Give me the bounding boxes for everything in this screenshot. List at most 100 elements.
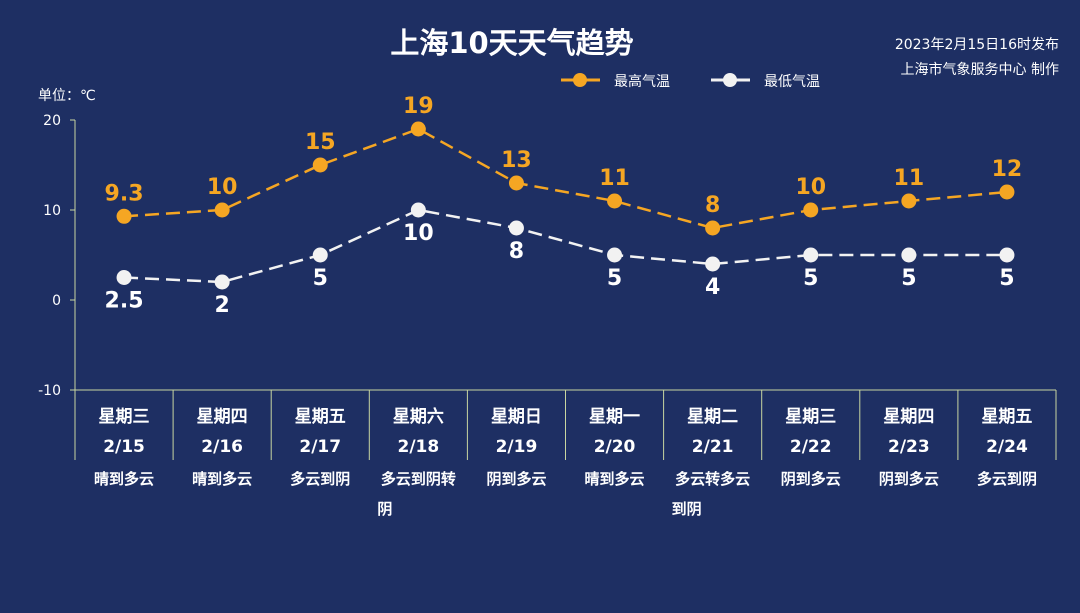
weather-text: 晴到多云 xyxy=(192,470,252,488)
data-point-high xyxy=(607,193,623,209)
weather-text: 阴到多云 xyxy=(879,470,939,488)
weekday-label: 星期一 xyxy=(589,407,640,427)
data-point-high xyxy=(901,193,917,209)
day-column: 星期三 2/22 阴到多云 xyxy=(781,407,841,488)
y-tick-label: 10 xyxy=(43,203,61,219)
day-column: 星期四 2/23 阴到多云 xyxy=(879,407,939,488)
date-label: 2/15 xyxy=(103,437,145,457)
series-low: 2.5 2 5 10 8 5 4 5 5 5 xyxy=(105,202,1015,318)
data-point-low xyxy=(214,274,230,290)
series-layer: 9.3 10 15 19 13 11 8 10 11 12 2.5 2 5 10 8 5 4 5 5 5 xyxy=(105,94,1023,318)
data-point-low xyxy=(410,202,426,218)
date-label: 2/18 xyxy=(397,437,439,457)
data-point-low xyxy=(803,247,819,263)
date-label: 2/16 xyxy=(201,437,243,457)
data-point-low xyxy=(607,247,623,263)
weather-text: 阴 xyxy=(377,500,392,518)
data-label-high: 11 xyxy=(894,166,925,191)
date-label: 2/17 xyxy=(299,437,341,457)
y-tick-label: 0 xyxy=(52,293,61,309)
data-label-high: 8 xyxy=(705,193,720,218)
legend-item-high: 最高气温 xyxy=(561,73,670,90)
data-point-high xyxy=(410,121,426,137)
data-label-low: 2.5 xyxy=(105,289,144,314)
data-point-high xyxy=(705,220,721,236)
data-label-low: 5 xyxy=(999,266,1014,291)
date-label: 2/20 xyxy=(594,437,636,457)
weekday-label: 星期四 xyxy=(883,407,934,427)
weather-text: 阴到多云 xyxy=(486,470,546,488)
date-label: 2/21 xyxy=(692,437,734,457)
data-label-high: 10 xyxy=(795,175,826,200)
series-high: 9.3 10 15 19 13 11 8 10 11 12 xyxy=(105,94,1023,236)
weekday-label: 星期日 xyxy=(491,407,542,427)
data-label-low: 2 xyxy=(214,293,229,318)
date-label: 2/24 xyxy=(986,437,1028,457)
weekday-label: 星期五 xyxy=(981,407,1032,427)
data-label-low: 5 xyxy=(313,266,328,291)
weather-text: 晴到多云 xyxy=(94,470,154,488)
day-column: 星期五 2/17 多云到阴 xyxy=(290,407,350,488)
weekday-label: 星期二 xyxy=(687,407,738,427)
data-label-low: 5 xyxy=(803,266,818,291)
weather-text: 多云到阴 xyxy=(977,470,1037,488)
y-tick-label: -10 xyxy=(38,383,61,399)
data-label-low: 10 xyxy=(403,221,434,246)
data-label-low: 8 xyxy=(509,239,524,264)
data-label-high: 9.3 xyxy=(105,181,144,206)
legend-item-low: 最低气温 xyxy=(711,73,820,90)
day-column: 星期日 2/19 阴到多云 xyxy=(486,407,546,488)
weekday-label: 星期五 xyxy=(295,407,346,427)
legend: 最高气温 最低气温 xyxy=(561,73,820,90)
weather-text: 晴到多云 xyxy=(585,470,645,488)
date-label: 2/19 xyxy=(496,437,538,457)
weekday-label: 星期三 xyxy=(785,407,836,427)
day-column: 星期一 2/20 晴到多云 xyxy=(585,407,645,488)
data-label-low: 5 xyxy=(607,266,622,291)
series-line-high xyxy=(123,127,1008,230)
data-point-low xyxy=(116,270,132,285)
weather-text: 多云到阴 xyxy=(290,470,350,488)
day-column: 星期三 2/15 晴到多云 xyxy=(94,407,154,488)
legend-label-high: 最高气温 xyxy=(614,73,670,90)
data-point-high xyxy=(999,184,1015,200)
data-point-low xyxy=(999,247,1015,263)
weather-text: 多云转多云 xyxy=(675,470,750,488)
data-point-high xyxy=(508,175,524,191)
data-point-low xyxy=(705,256,721,272)
publisher: 上海市气象服务中心 制作 xyxy=(901,61,1059,78)
day-column: 星期四 2/16 晴到多云 xyxy=(192,407,252,488)
series-line-low xyxy=(123,208,1007,284)
data-point-high xyxy=(312,157,328,173)
weather-text: 到阴 xyxy=(672,500,702,518)
data-label-high: 10 xyxy=(207,175,238,200)
forecast-table: 星期三 2/15 晴到多云 星期四 2/16 晴到多云 星期五 2/17 多云到阴 星期六 2/18… xyxy=(74,390,1057,518)
data-point-low xyxy=(901,247,917,263)
weekday-label: 星期三 xyxy=(99,407,150,427)
y-tick-label: 20 xyxy=(43,113,61,129)
data-point-high xyxy=(803,202,819,218)
publish-time: 2023年2月15日16时发布 xyxy=(895,37,1059,53)
legend-marker-high xyxy=(573,73,587,87)
data-label-high: 19 xyxy=(403,94,434,119)
data-label-low: 4 xyxy=(705,275,720,300)
date-label: 2/23 xyxy=(888,437,930,457)
legend-marker-low xyxy=(723,73,737,87)
data-label-high: 12 xyxy=(992,157,1023,182)
data-point-low xyxy=(508,220,524,236)
weather-text: 阴到多云 xyxy=(781,470,841,488)
data-label-high: 15 xyxy=(305,130,336,155)
data-point-high xyxy=(116,208,132,224)
data-point-low xyxy=(312,247,328,263)
data-label-high: 13 xyxy=(501,148,532,173)
data-label-low: 5 xyxy=(901,266,916,291)
weekday-label: 星期六 xyxy=(393,406,444,427)
chart-title: 上海10天天气趋势 xyxy=(390,26,633,60)
weather-text: 多云到阴转 xyxy=(381,470,456,488)
date-label: 2/22 xyxy=(790,437,832,457)
weekday-label: 星期四 xyxy=(197,407,248,427)
unit-label: 单位：℃ xyxy=(38,88,96,104)
